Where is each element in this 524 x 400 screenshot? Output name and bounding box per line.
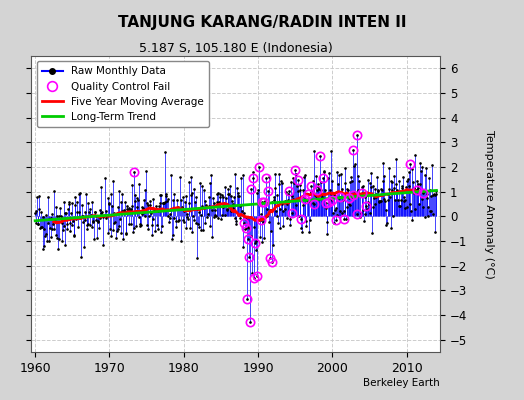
- Text: Berkeley Earth: Berkeley Earth: [364, 378, 440, 388]
- Text: TANJUNG KARANG/RADIN INTEN II: TANJUNG KARANG/RADIN INTEN II: [118, 14, 406, 30]
- Legend: Raw Monthly Data, Quality Control Fail, Five Year Moving Average, Long-Term Tren: Raw Monthly Data, Quality Control Fail, …: [37, 61, 209, 127]
- Y-axis label: Temperature Anomaly (°C): Temperature Anomaly (°C): [484, 130, 494, 278]
- Title: 5.187 S, 105.180 E (Indonesia): 5.187 S, 105.180 E (Indonesia): [139, 42, 333, 55]
